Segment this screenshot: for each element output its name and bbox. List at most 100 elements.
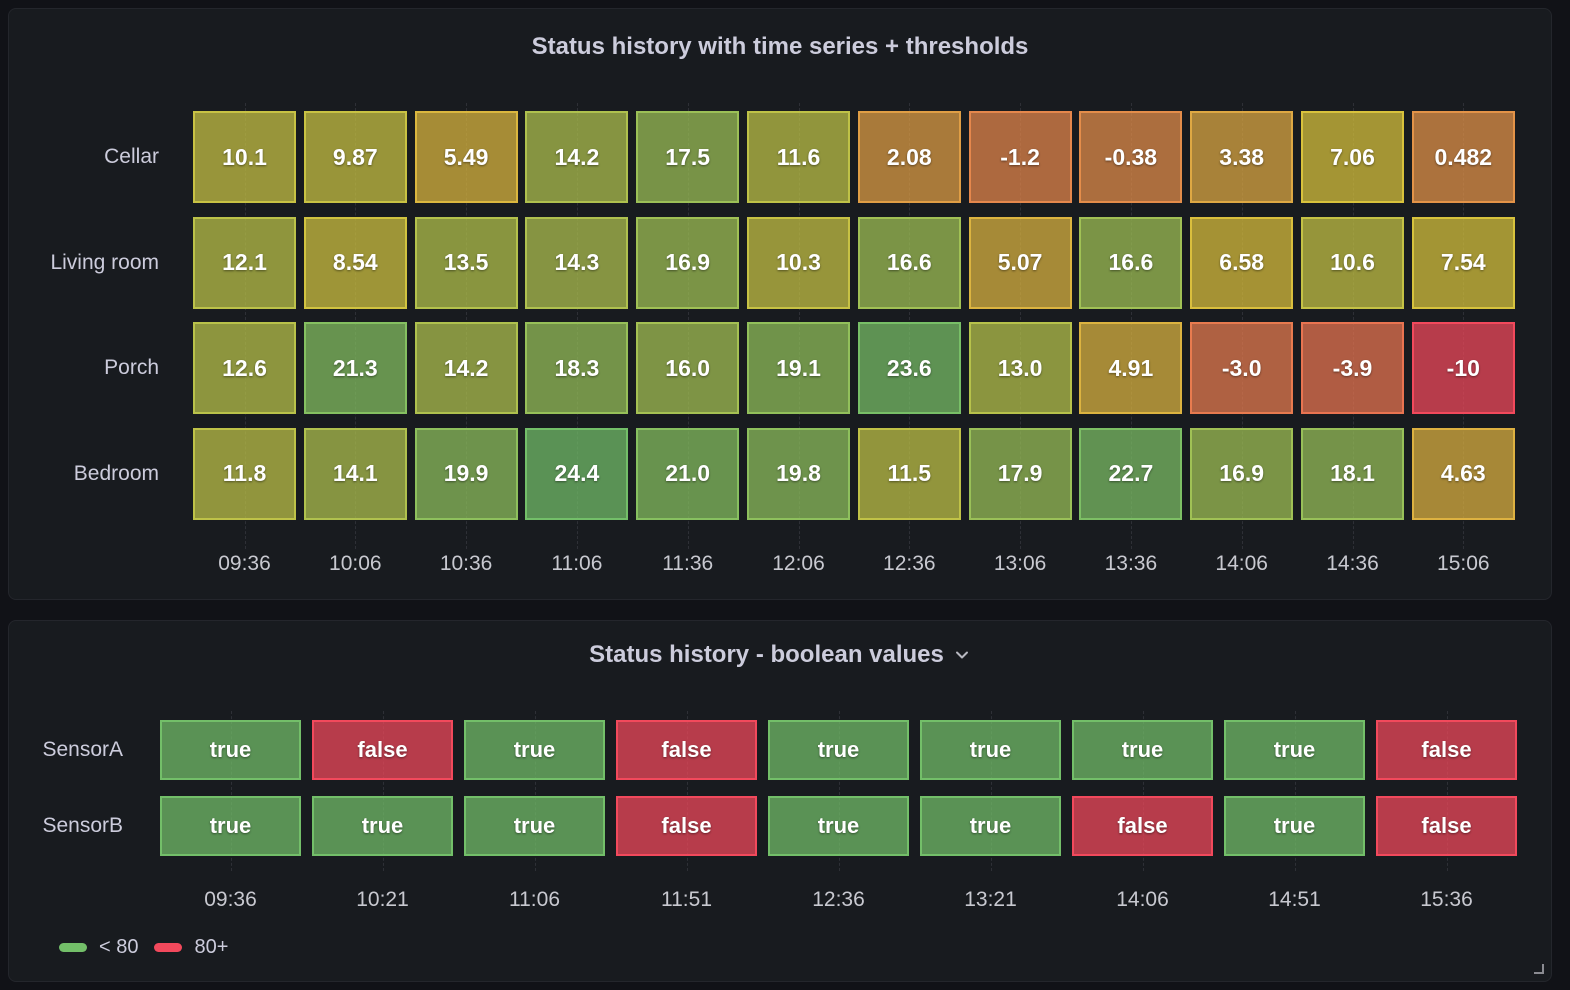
status-cell[interactable]: 16.6 — [857, 216, 961, 309]
status-cell[interactable]: true — [464, 720, 605, 780]
x-axis-tick-label: 11:06 — [551, 552, 603, 575]
x-axis-tick-label: 14:51 — [1268, 888, 1321, 911]
status-cell[interactable]: true — [1072, 720, 1213, 780]
x-axis-tick-label: 12:36 — [883, 552, 936, 575]
status-cell[interactable]: 9.87 — [303, 111, 407, 203]
status-cell[interactable]: 18.3 — [525, 322, 629, 415]
status-cell[interactable]: 16.9 — [1190, 427, 1294, 520]
status-cell[interactable]: 12.1 — [193, 216, 296, 309]
status-cell[interactable]: false — [616, 720, 757, 780]
status-cell[interactable]: 13.5 — [414, 216, 518, 309]
legend-swatch-icon — [154, 942, 183, 952]
status-cell[interactable]: true — [1224, 796, 1365, 856]
legend-label: 80+ — [194, 936, 229, 958]
status-cell[interactable]: -3.0 — [1190, 322, 1294, 415]
status-cell[interactable]: true — [768, 720, 909, 780]
status-cell[interactable]: 16.0 — [636, 322, 740, 415]
status-cell[interactable]: false — [1376, 720, 1517, 780]
status-cell[interactable]: 10.1 — [193, 111, 296, 203]
legend-item[interactable]: < 80 — [59, 935, 138, 959]
status-cell[interactable]: 19.9 — [414, 427, 518, 520]
status-cell[interactable]: 14.1 — [303, 427, 407, 520]
status-cell[interactable]: true — [160, 720, 301, 780]
x-axis-tick-label: 12:36 — [812, 888, 865, 911]
status-cell[interactable]: 14.2 — [414, 322, 518, 415]
status-cell[interactable]: 0.482 — [1411, 111, 1515, 203]
x-axis-tick-label: 13:21 — [964, 888, 1017, 911]
status-cell[interactable]: -3.9 — [1301, 322, 1404, 415]
x-axis-tick-label: 13:36 — [1104, 552, 1158, 575]
status-cell[interactable]: 21.3 — [303, 322, 407, 415]
panel-title[interactable]: Status history - boolean values — [9, 641, 1551, 669]
status-cell[interactable]: true — [920, 796, 1061, 856]
status-cell[interactable]: 13.0 — [968, 322, 1072, 415]
status-cell[interactable]: true — [464, 796, 605, 856]
status-cell[interactable]: 19.1 — [747, 322, 850, 415]
status-cell[interactable]: 6.58 — [1190, 216, 1294, 309]
status-cell[interactable]: 14.2 — [525, 111, 629, 203]
status-cell[interactable]: 14.3 — [525, 216, 629, 309]
status-cell[interactable]: 16.9 — [636, 216, 740, 309]
status-cell[interactable]: 4.91 — [1079, 322, 1183, 415]
chevron-down-icon — [953, 646, 971, 664]
status-cell[interactable]: 17.9 — [968, 427, 1072, 520]
status-cell[interactable]: 18.1 — [1301, 427, 1404, 520]
y-axis-row-label: Porch — [104, 356, 159, 380]
status-cell[interactable]: 10.3 — [747, 216, 850, 309]
status-cell[interactable]: 3.38 — [1190, 111, 1294, 203]
status-cell[interactable]: 5.07 — [968, 216, 1072, 309]
status-cell[interactable]: 5.49 — [414, 111, 518, 203]
legend-item[interactable]: 80+ — [154, 935, 228, 959]
status-cell[interactable]: false — [312, 720, 453, 780]
x-axis-tick-label: 11:06 — [509, 888, 560, 911]
status-cell[interactable]: 19.8 — [747, 427, 850, 520]
status-cell[interactable]: true — [920, 720, 1061, 780]
legend-label: < 80 — [99, 936, 139, 958]
status-cell[interactable]: 11.6 — [747, 111, 850, 203]
status-cell[interactable]: 11.8 — [193, 427, 296, 520]
status-cell[interactable]: 22.7 — [1079, 427, 1183, 520]
y-axis-row-label: Living room — [50, 250, 159, 274]
status-cell[interactable]: 23.6 — [857, 322, 961, 415]
status-cell[interactable]: 2.08 — [857, 111, 961, 203]
panel-status-history-boolean: Status history - boolean values 09:36 10:… — [8, 620, 1552, 982]
legend-swatch-icon — [59, 942, 87, 952]
panel-title-text: Status history with time series + thresh… — [531, 33, 1029, 60]
x-axis-tick-label: 10:36 — [439, 552, 493, 575]
status-cell[interactable]: 8.54 — [303, 216, 407, 309]
x-axis-tick-label: 09:36 — [218, 552, 271, 575]
status-cell[interactable]: 12.6 — [193, 322, 296, 415]
status-cell[interactable]: true — [1224, 720, 1365, 780]
status-cell[interactable]: true — [768, 796, 909, 856]
x-axis-tick-label: 15:06 — [1437, 552, 1490, 575]
y-axis-row-label: SensorA — [42, 738, 123, 761]
status-cell[interactable]: 24.4 — [525, 427, 629, 520]
y-axis-row-label: Bedroom — [73, 461, 159, 485]
x-axis-tick-label: 10:21 — [356, 888, 409, 911]
status-cell[interactable]: false — [1072, 796, 1213, 856]
x-axis-tick-label: 14:36 — [1326, 552, 1379, 575]
resize-handle[interactable] — [1534, 964, 1544, 974]
status-cell[interactable]: 7.06 — [1301, 111, 1404, 203]
status-cell[interactable]: true — [312, 796, 453, 856]
status-cell[interactable]: -0.38 — [1079, 111, 1183, 203]
status-cell[interactable]: 16.6 — [1079, 216, 1183, 309]
status-cell[interactable]: -1.2 — [968, 111, 1072, 203]
x-axis-tick-label: 14:06 — [1215, 552, 1268, 575]
x-axis-tick-label: 12:06 — [772, 552, 825, 575]
status-cell[interactable]: 17.5 — [636, 111, 740, 203]
status-cell[interactable]: 10.6 — [1301, 216, 1404, 309]
status-cell[interactable]: 4.63 — [1411, 427, 1515, 520]
x-axis-tick-label: 13:06 — [993, 552, 1047, 575]
status-cell[interactable]: 21.0 — [636, 427, 740, 520]
status-cell[interactable]: 7.54 — [1411, 216, 1515, 309]
panel-title-text: Status history - boolean values — [589, 641, 944, 668]
status-cell[interactable]: false — [1376, 796, 1517, 856]
status-cell[interactable]: false — [616, 796, 757, 856]
panel-title[interactable]: Status history with time series + thresh… — [9, 33, 1551, 61]
x-axis-tick-label: 09:36 — [204, 888, 257, 911]
status-cell[interactable]: -10 — [1411, 322, 1515, 415]
status-cell[interactable]: 11.5 — [857, 427, 961, 520]
status-cell[interactable]: true — [160, 796, 301, 856]
